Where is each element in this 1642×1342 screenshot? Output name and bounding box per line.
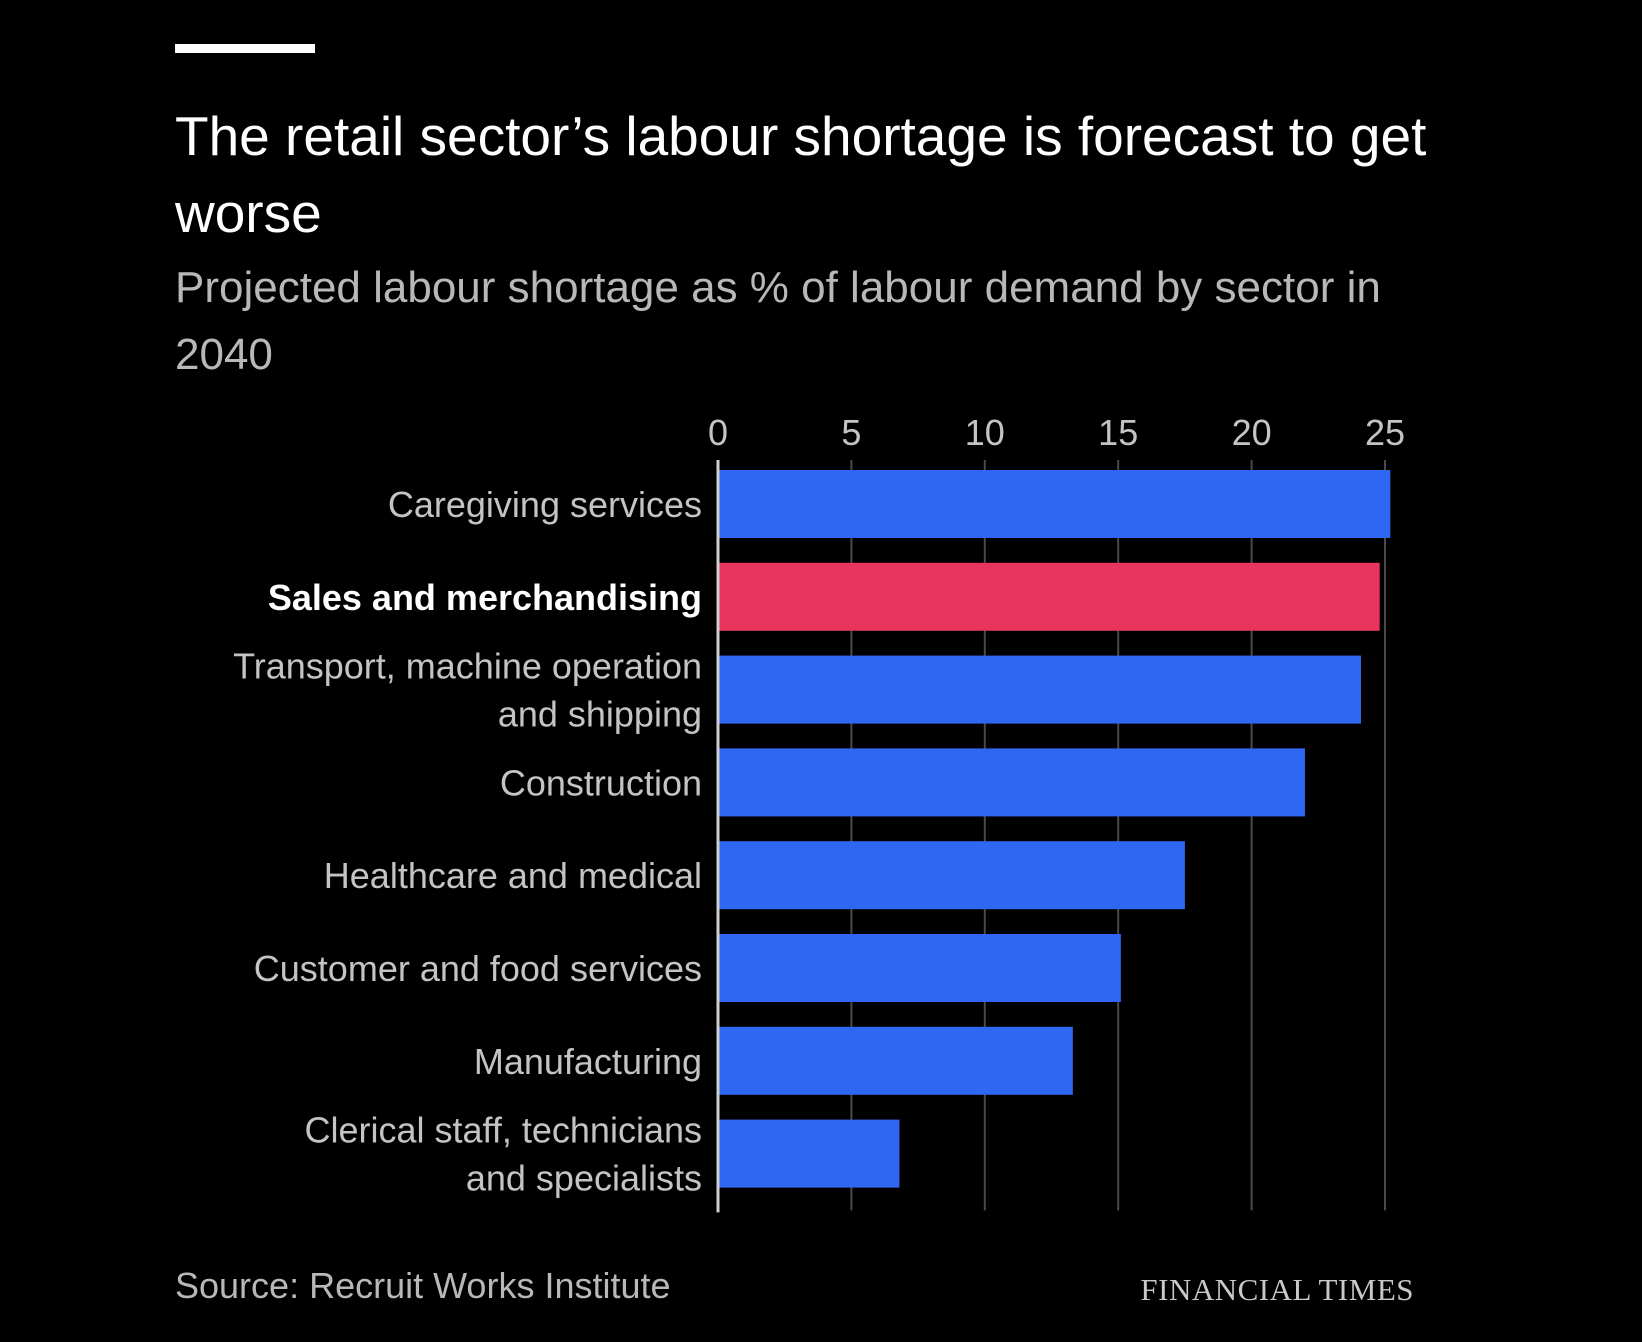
- bar: [718, 1026, 1073, 1095]
- x-tick-label: 25: [1365, 412, 1405, 453]
- bar: [718, 470, 1391, 538]
- x-tick-label: 20: [1232, 412, 1272, 453]
- chart-title: The retail sector’s labour shortage is f…: [175, 105, 1427, 244]
- category-label: Caregiving services: [388, 484, 702, 525]
- header-rule: [175, 44, 315, 53]
- category-label: Customer and food services: [254, 948, 702, 989]
- bar: [718, 1119, 900, 1188]
- x-tick-label: 0: [708, 412, 728, 453]
- chart-subtitle: Projected labour shortage as % of labour…: [175, 263, 1381, 379]
- bar: [718, 748, 1305, 817]
- source-note: Source: Recruit Works Institute: [175, 1265, 671, 1306]
- category-label: Healthcare and medical: [324, 855, 702, 896]
- category-label: and shipping: [498, 694, 702, 735]
- publisher-logo: FINANCIAL TIMES: [1140, 1272, 1414, 1307]
- bar: [718, 934, 1121, 1002]
- bar: [718, 655, 1361, 724]
- x-tick-label: 10: [965, 412, 1005, 453]
- category-label: Clerical staff, technicians: [304, 1110, 702, 1151]
- category-label: Transport, machine operation: [233, 646, 702, 687]
- category-label: and specialists: [466, 1158, 702, 1199]
- x-tick-label: 5: [841, 412, 861, 453]
- bar: [718, 562, 1380, 631]
- x-tick-label: 15: [1098, 412, 1138, 453]
- bar-chart: 0 5 10 15 20 25 Caregiving services Sales and m…: [233, 412, 1405, 1213]
- category-label: Manufacturing: [474, 1041, 702, 1082]
- category-label: Construction: [500, 762, 702, 803]
- bar: [718, 841, 1185, 910]
- category-label: Sales and merchandising: [268, 577, 702, 618]
